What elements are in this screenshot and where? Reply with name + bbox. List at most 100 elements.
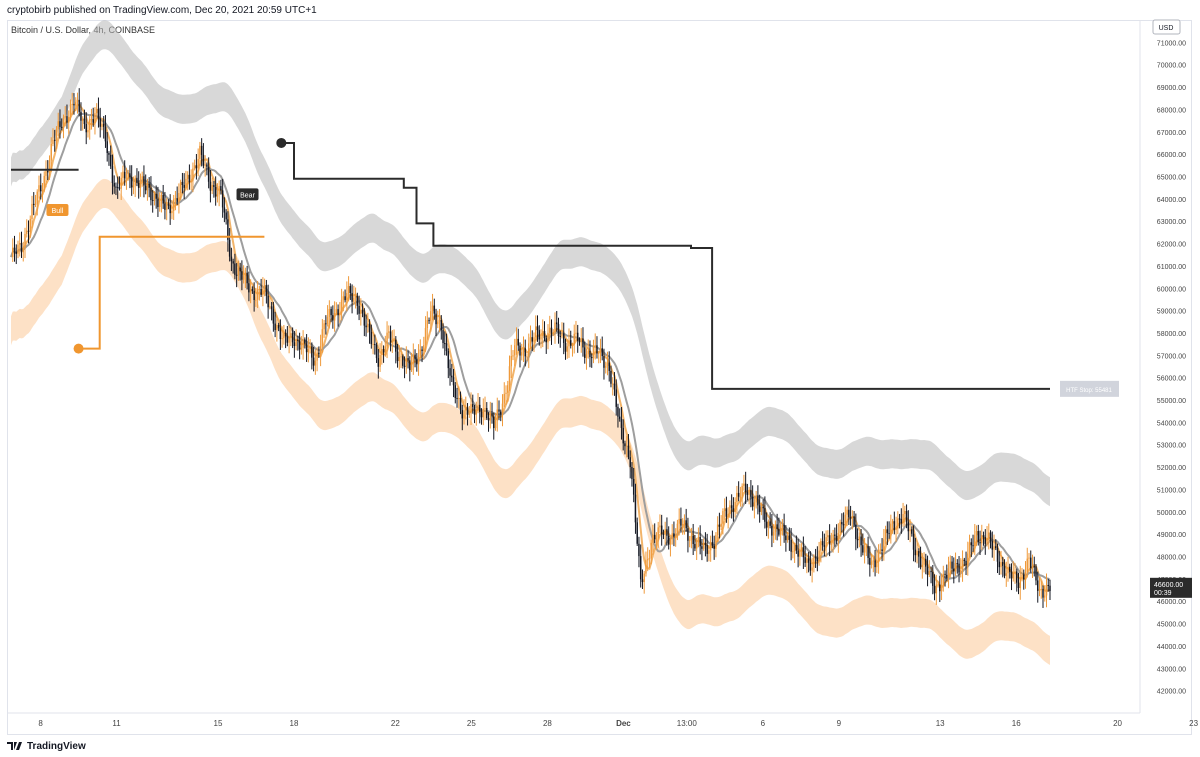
candle-body (972, 545, 974, 547)
price-axis: 71000.00 70000.00 69000.00 68000.00 67000.00… (1139, 19, 1192, 713)
candle-body (802, 547, 805, 558)
candle-body (935, 584, 938, 594)
candle-body (914, 549, 917, 556)
candle-body (55, 128, 58, 141)
candle-body (723, 508, 726, 512)
candle-body (949, 561, 952, 569)
candle-body (417, 355, 420, 365)
candle-body (144, 185, 147, 191)
candle-body (799, 550, 801, 557)
candle-body (676, 523, 679, 536)
candle-body (986, 537, 988, 544)
candle-body (806, 558, 808, 563)
candle-body (475, 410, 478, 415)
candle-body (507, 385, 509, 393)
candle-body (1010, 571, 1013, 579)
candle-body (844, 514, 847, 526)
candle-body (337, 309, 339, 316)
candle-body (886, 529, 889, 534)
candle-body (125, 178, 128, 180)
candle-body (316, 352, 318, 361)
candle-body (692, 535, 694, 545)
candle-body (235, 274, 238, 276)
candle-body (109, 154, 112, 167)
candle-body (923, 558, 925, 565)
candle-body (160, 195, 163, 201)
candle-body (377, 358, 380, 367)
candle-body (354, 295, 357, 298)
cloud-bands (11, 20, 1050, 665)
candle-body (778, 529, 780, 535)
candle-body (867, 545, 869, 558)
candle-body (884, 529, 887, 540)
candle-body (80, 111, 82, 121)
brand-name[interactable]: TradingView (27, 740, 86, 752)
candle-body (421, 349, 423, 352)
candle-body (472, 404, 474, 407)
candle-body (792, 551, 794, 553)
candle-body (309, 346, 311, 350)
candle-body (367, 323, 369, 328)
candle-body (165, 204, 168, 210)
candle-body (991, 541, 994, 550)
candle-body (540, 336, 542, 340)
candle-body (1017, 582, 1020, 589)
candle-body (937, 584, 939, 586)
candle-body (601, 348, 603, 357)
candle-body (820, 541, 822, 551)
candle-body (22, 247, 24, 253)
candle-body (466, 407, 469, 415)
candle-body (332, 315, 334, 321)
candle-body (69, 104, 72, 117)
candle-body (162, 195, 164, 204)
candle-body (228, 239, 231, 257)
candle-body (39, 185, 42, 192)
candle-body (389, 331, 392, 343)
candle-body (706, 545, 708, 554)
candle-body (1031, 566, 1034, 569)
candle-body (846, 509, 848, 515)
time-tick: 15 (214, 719, 223, 728)
candle-body (438, 319, 441, 322)
candle-body (428, 320, 430, 322)
candle-body (631, 466, 633, 479)
candle-body (671, 533, 673, 540)
candle-body (521, 352, 523, 356)
candle-body (837, 532, 840, 542)
candle-body (73, 103, 75, 106)
candle-body (445, 343, 448, 351)
candle-body (879, 549, 882, 551)
candle-body (87, 130, 89, 133)
candle-body (900, 519, 903, 524)
candle-body (141, 176, 143, 181)
candle-body (963, 559, 966, 561)
candle-body (860, 536, 862, 546)
tradingview-logo-icon (7, 742, 22, 750)
candle-body (660, 525, 663, 534)
candle-body (155, 194, 157, 199)
candle-body (645, 560, 647, 574)
candle-body (31, 203, 33, 219)
candle-body (652, 534, 654, 543)
candle-body (821, 541, 824, 546)
candle-body (15, 251, 17, 254)
candle-body (907, 521, 910, 532)
chart-frame (7, 20, 1192, 735)
candle-body (484, 407, 486, 409)
candle-body (562, 333, 565, 343)
candle-body (66, 116, 68, 123)
candle-body (393, 339, 395, 342)
candle-body (599, 348, 602, 353)
candle-body (709, 542, 712, 551)
candle-body (688, 539, 691, 541)
candle-body (793, 545, 796, 552)
candle-body (256, 289, 259, 300)
candle-body (179, 181, 182, 193)
candle-body (113, 182, 115, 187)
candle-body (807, 558, 810, 563)
candle-body (496, 409, 499, 421)
candle-body (592, 347, 595, 359)
candle-body (20, 242, 23, 253)
candle-body (45, 171, 47, 176)
